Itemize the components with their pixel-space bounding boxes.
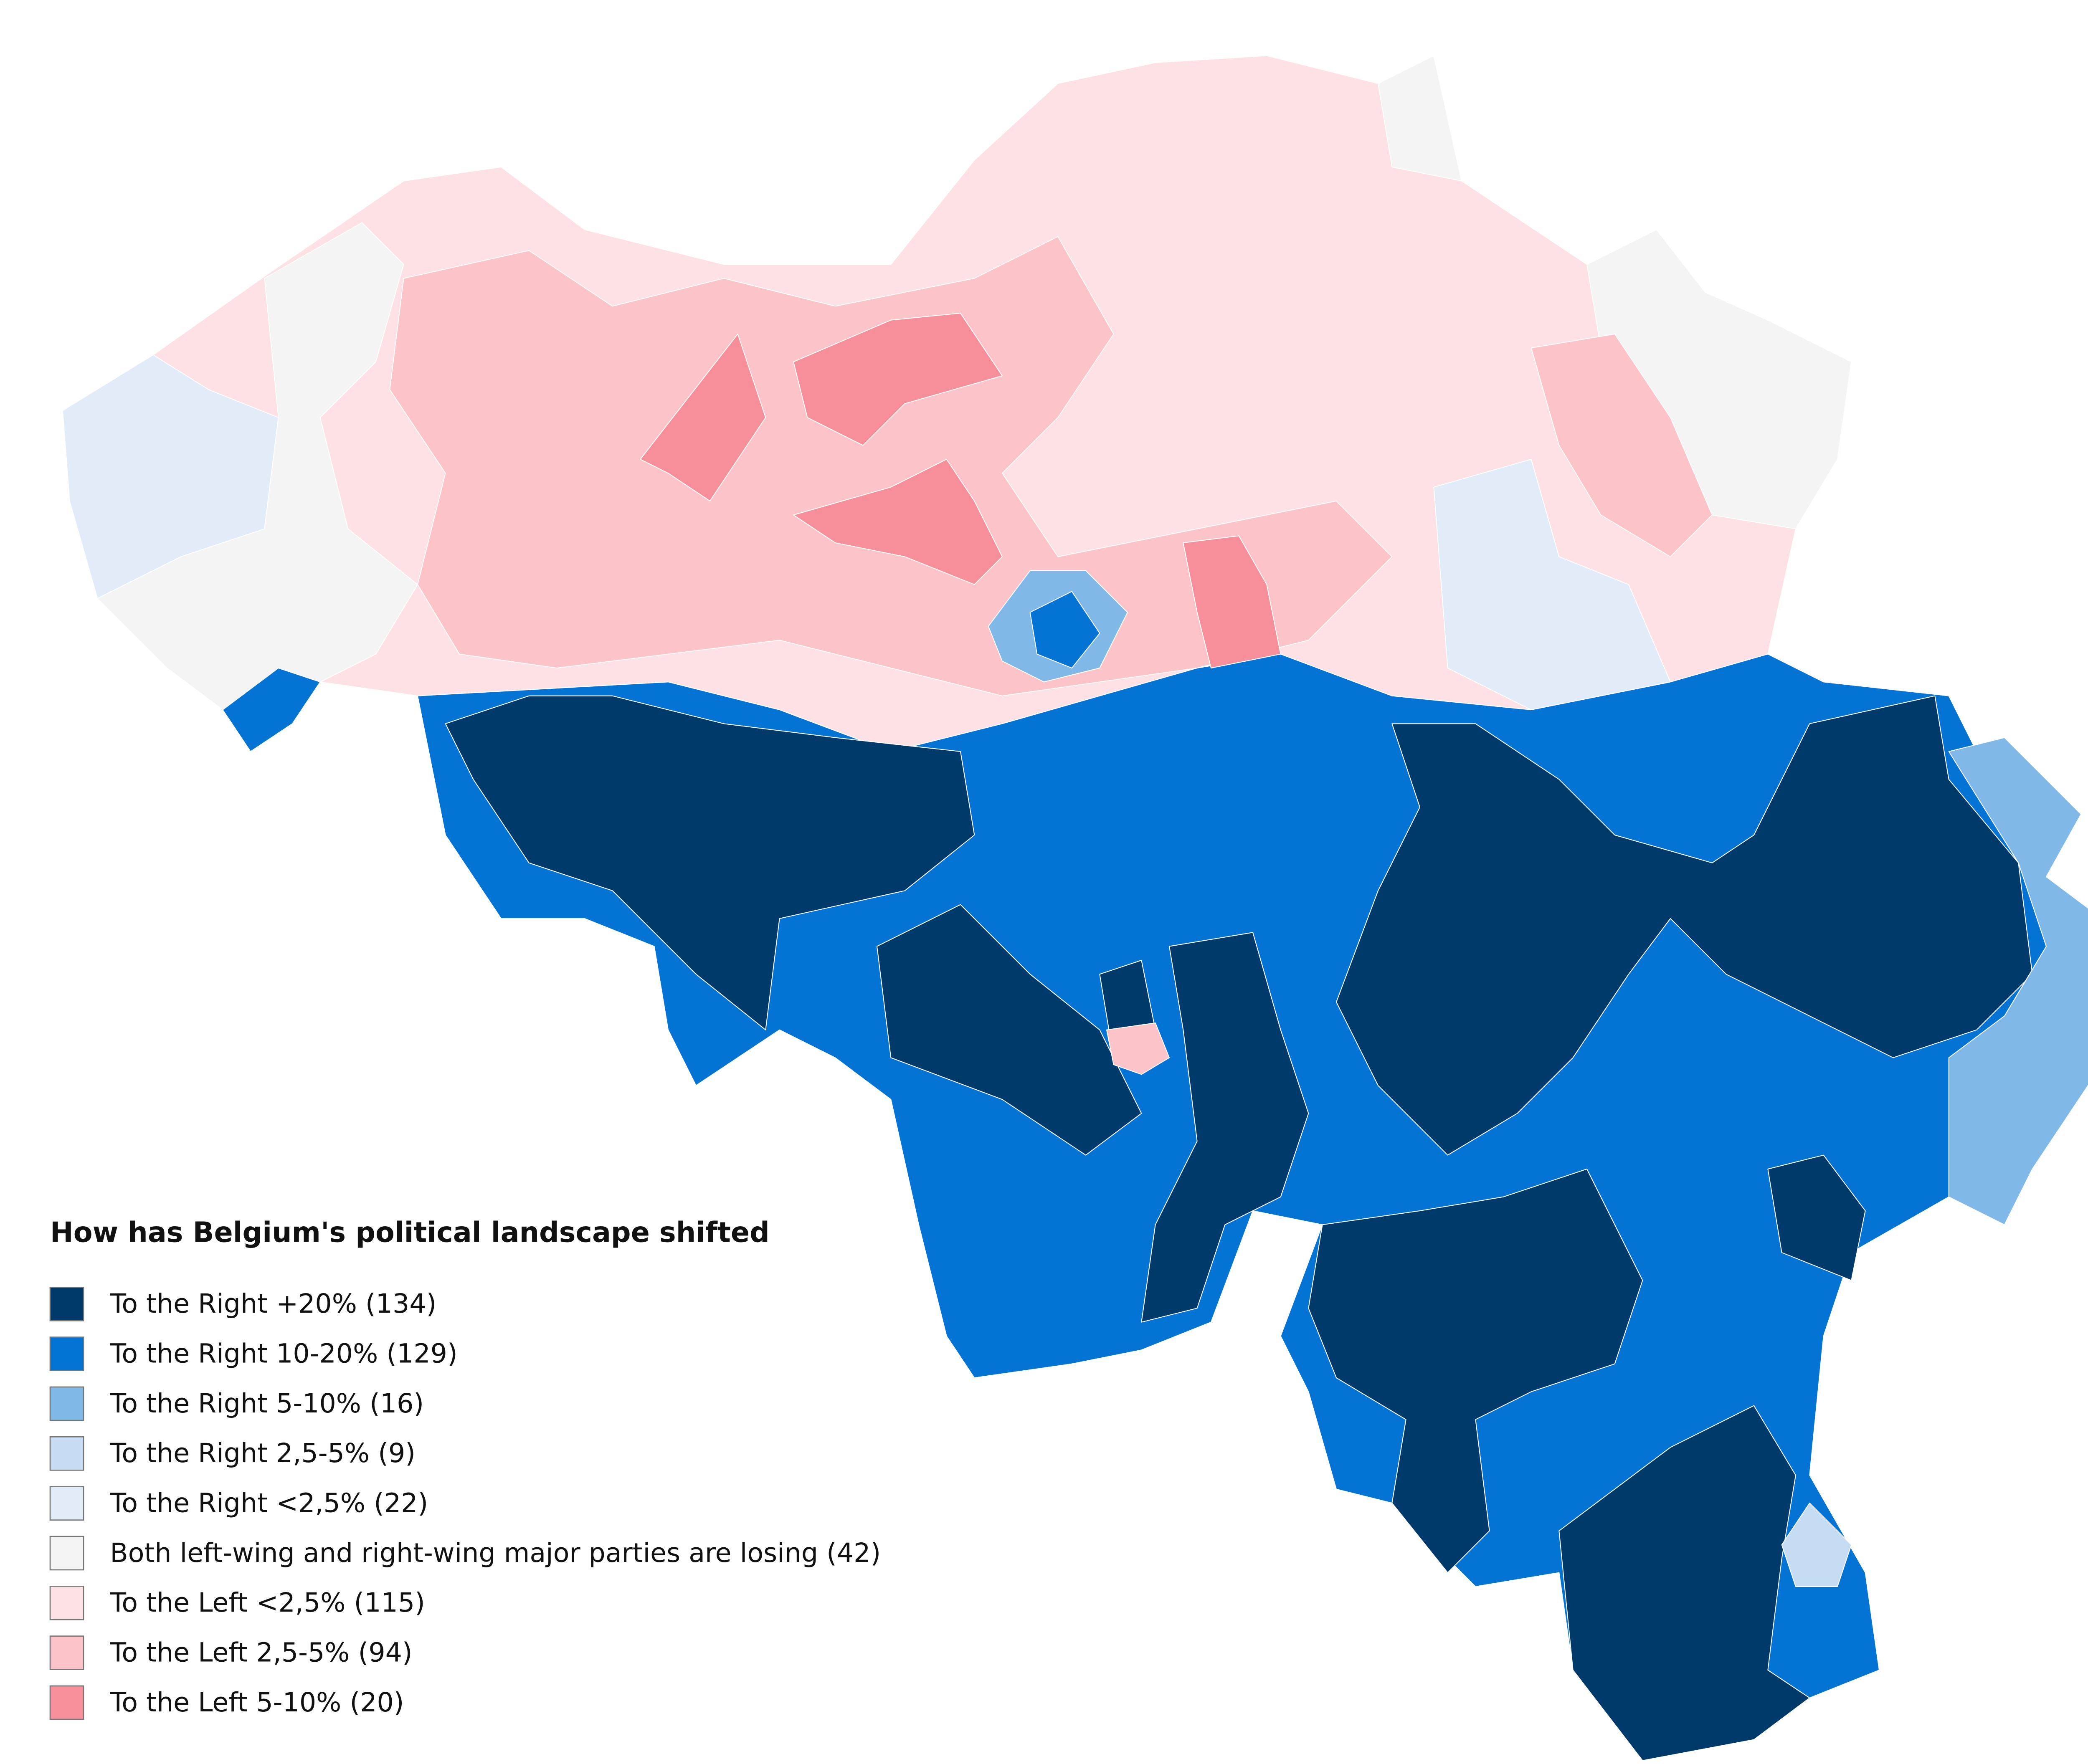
region (1029, 591, 1100, 668)
legend-swatch (49, 1685, 84, 1720)
legend-label: To the Right 10-20% (129) (109, 1338, 457, 1369)
legend-items: To the Right +20% (134) To the Right 10-2… (49, 1287, 881, 1720)
region (793, 459, 1003, 585)
legend-swatch (49, 1635, 84, 1670)
legend-swatch (49, 1386, 84, 1421)
region (1948, 737, 2088, 1225)
region (1767, 1154, 1866, 1281)
legend-label: To the Right +20% (134) (109, 1288, 436, 1319)
legend-label: To the Right 5-10% (16) (109, 1388, 424, 1419)
region (1781, 1503, 1852, 1587)
region (877, 904, 1142, 1156)
legend-swatch (49, 1536, 84, 1571)
region (1433, 459, 1671, 710)
region (793, 313, 1003, 446)
region (1141, 932, 1309, 1323)
region (640, 334, 766, 501)
legend-swatch (49, 1486, 84, 1521)
legend-label: To the Right 2,5-5% (9) (109, 1438, 416, 1468)
legend: How has Belgium's political landscape sh… (49, 1216, 881, 1720)
legend-swatch (49, 1436, 84, 1471)
region (1183, 535, 1281, 668)
legend-label: To the Left 2,5-5% (94) (109, 1637, 412, 1668)
map (62, 55, 2088, 1761)
region (1336, 695, 2033, 1156)
region (222, 668, 321, 752)
legend-swatch (49, 1287, 84, 1321)
region (445, 695, 975, 1030)
legend-swatch (49, 1586, 84, 1620)
region (389, 236, 1393, 696)
region (1378, 55, 1462, 182)
region (1308, 1169, 1643, 1573)
legend-label: To the Right <2,5% (22) (109, 1488, 428, 1519)
legend-label: To the Left <2,5% (115) (109, 1587, 425, 1618)
legend-label: To the Left 5-10% (20) (109, 1687, 404, 1718)
legend-label: Both left-wing and right-wing major part… (110, 1537, 881, 1568)
legend-title: How has Belgium's political landscape sh… (50, 1216, 770, 1249)
region (1531, 334, 1713, 557)
region (1558, 1405, 1810, 1761)
region (1106, 1022, 1170, 1075)
legend-swatch (49, 1336, 84, 1371)
